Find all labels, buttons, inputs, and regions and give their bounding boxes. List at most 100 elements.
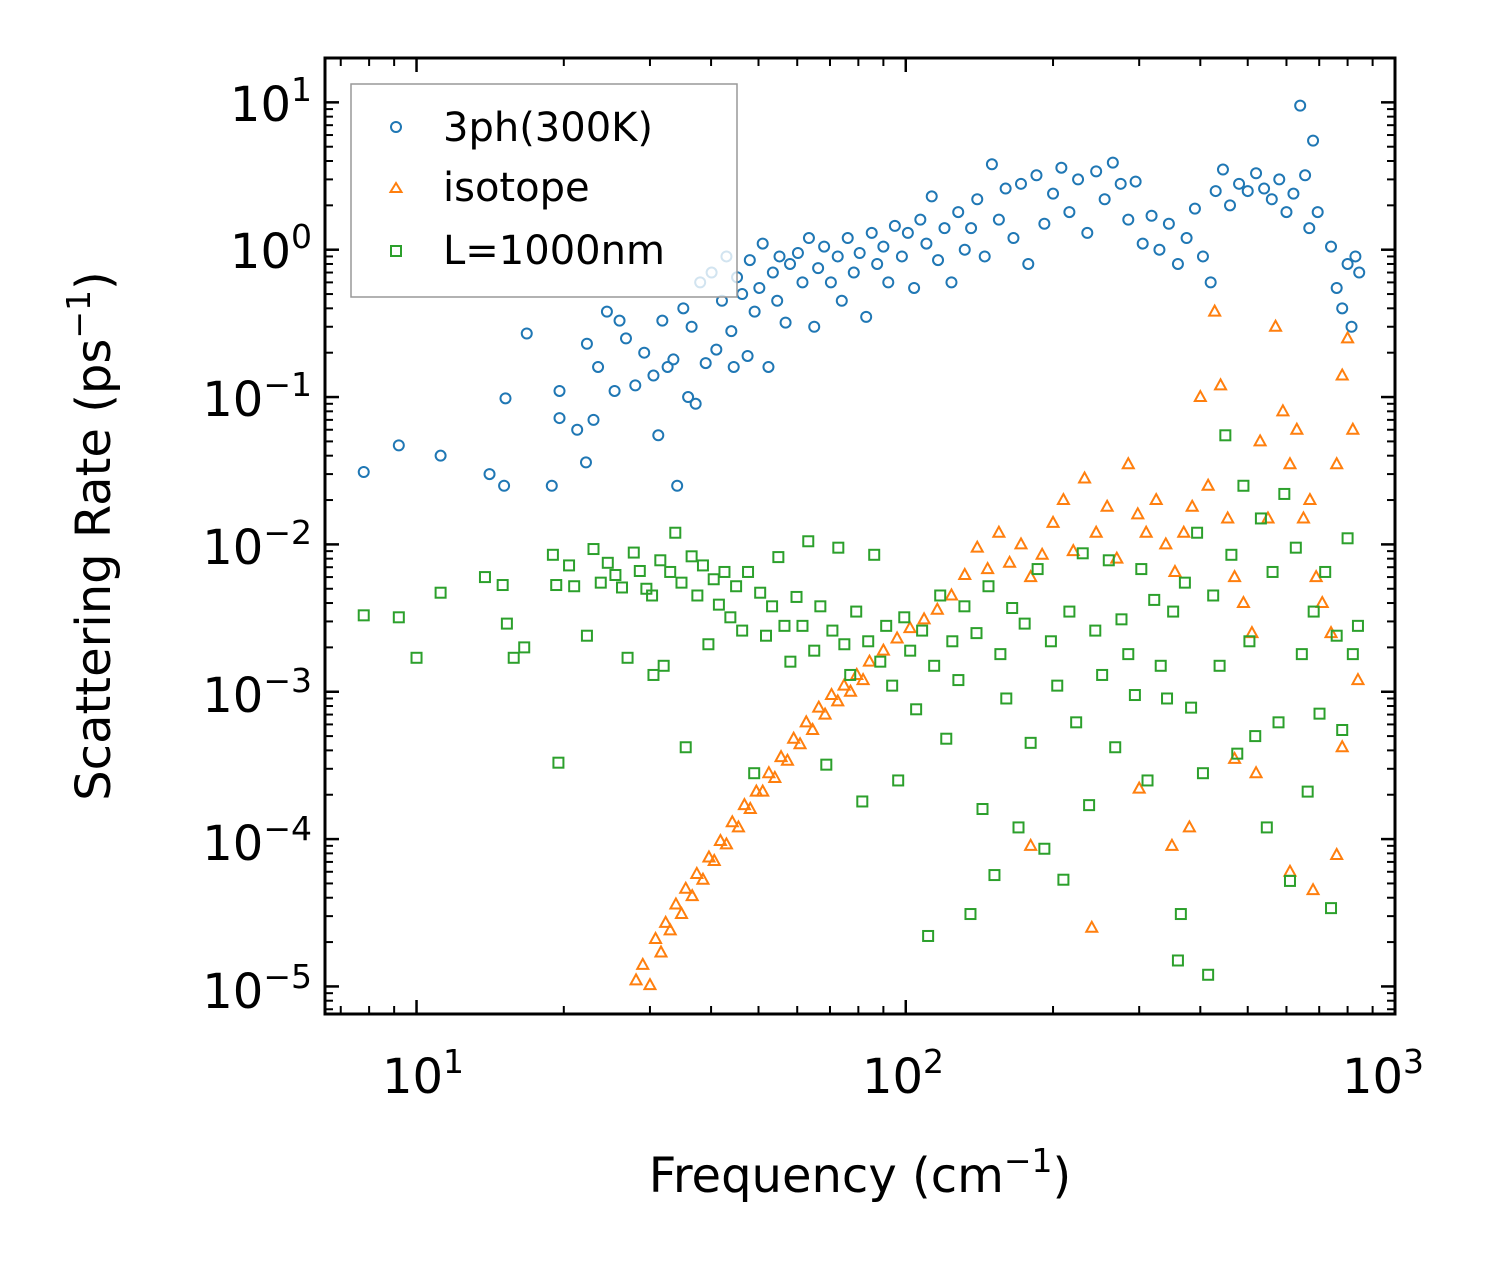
data-point xyxy=(945,276,958,289)
data-point xyxy=(1164,837,1180,851)
data-point xyxy=(860,310,873,323)
data-point xyxy=(1002,554,1017,568)
data-point xyxy=(802,232,815,245)
data-point xyxy=(811,699,826,713)
data-point xyxy=(1325,902,1338,915)
data-point xyxy=(1184,498,1200,512)
data-point xyxy=(1266,565,1279,578)
data-point xyxy=(1055,161,1068,174)
data-point xyxy=(820,758,833,771)
legend-marker-l1000nm xyxy=(390,245,402,257)
data-point xyxy=(853,246,866,259)
x-tick-label-10: 101 xyxy=(382,1042,464,1105)
data-point xyxy=(1301,785,1314,798)
data-point xyxy=(719,836,734,850)
data-point xyxy=(766,266,779,279)
data-point xyxy=(1070,716,1083,729)
x-axis-label: Frequency (cm−1) xyxy=(649,1141,1072,1204)
data-point xyxy=(1219,429,1232,442)
data-point xyxy=(1102,554,1115,567)
data-point xyxy=(808,644,821,657)
data-point xyxy=(835,294,848,307)
data-point xyxy=(985,158,998,171)
data-point xyxy=(916,611,932,625)
x-tick-label-1000: 103 xyxy=(1342,1042,1424,1105)
data-point xyxy=(1289,541,1302,554)
data-point xyxy=(1265,193,1278,206)
data-point xyxy=(978,250,991,263)
data-point xyxy=(615,581,628,594)
data-point xyxy=(1182,819,1197,833)
data-point xyxy=(1283,874,1296,887)
data-point xyxy=(553,412,566,425)
data-point xyxy=(1149,491,1164,506)
data-point xyxy=(736,288,749,301)
data-point xyxy=(520,327,533,340)
data-point xyxy=(1121,456,1136,470)
data-point xyxy=(847,266,860,279)
data-point xyxy=(1057,873,1070,886)
data-point xyxy=(841,232,854,245)
data-point xyxy=(580,629,593,642)
data-point xyxy=(1128,689,1141,702)
data-point xyxy=(908,281,921,294)
data-point xyxy=(498,479,511,492)
data-point xyxy=(904,644,917,657)
data-point xyxy=(579,456,592,469)
data-point xyxy=(791,246,804,259)
data-point xyxy=(910,703,923,716)
data-point xyxy=(587,543,600,556)
data-point xyxy=(594,576,607,589)
data-point xyxy=(679,741,692,754)
data-point xyxy=(657,659,670,672)
data-point xyxy=(689,397,702,410)
data-point xyxy=(886,679,899,692)
y-tick-label-1e0: 100 xyxy=(230,217,312,280)
data-point xyxy=(902,620,918,634)
data-point xyxy=(1335,739,1350,753)
data-point xyxy=(812,262,825,275)
data-point xyxy=(552,756,565,769)
data-point xyxy=(668,896,684,910)
data-point xyxy=(779,316,792,329)
data-point xyxy=(434,449,447,462)
data-point xyxy=(824,686,839,701)
data-point xyxy=(647,369,660,382)
data-point xyxy=(743,254,756,267)
data-point xyxy=(1115,613,1128,626)
data-point xyxy=(1044,635,1057,648)
data-point xyxy=(1038,217,1051,230)
data-point xyxy=(1260,821,1273,834)
data-point xyxy=(696,559,709,572)
data-point xyxy=(600,305,613,318)
data-point xyxy=(999,182,1012,195)
data-point xyxy=(1034,546,1050,560)
data-point xyxy=(1122,648,1135,661)
data-point xyxy=(1200,477,1216,491)
data-point xyxy=(934,589,947,602)
data-point xyxy=(550,579,563,592)
data-point xyxy=(434,586,447,599)
data-point xyxy=(871,257,884,270)
data-point xyxy=(994,648,1007,661)
data-point xyxy=(1236,594,1251,609)
data-point xyxy=(1225,548,1238,561)
data-point xyxy=(1252,433,1268,447)
legend-marker-isotope xyxy=(388,181,404,193)
data-point xyxy=(916,624,929,637)
data-point xyxy=(1023,837,1038,851)
data-point xyxy=(958,243,971,256)
data-point xyxy=(1188,202,1201,215)
data-point xyxy=(862,635,875,648)
data-point xyxy=(1227,569,1242,583)
data-point xyxy=(760,629,773,642)
data-point xyxy=(718,565,731,578)
data-point xyxy=(707,852,722,867)
data-point xyxy=(1303,222,1316,235)
data-point xyxy=(1345,421,1361,435)
data-point xyxy=(677,302,690,315)
data-point xyxy=(940,732,953,745)
plot-frame xyxy=(323,56,1397,1016)
data-point xyxy=(952,674,965,687)
data-point xyxy=(982,580,995,593)
